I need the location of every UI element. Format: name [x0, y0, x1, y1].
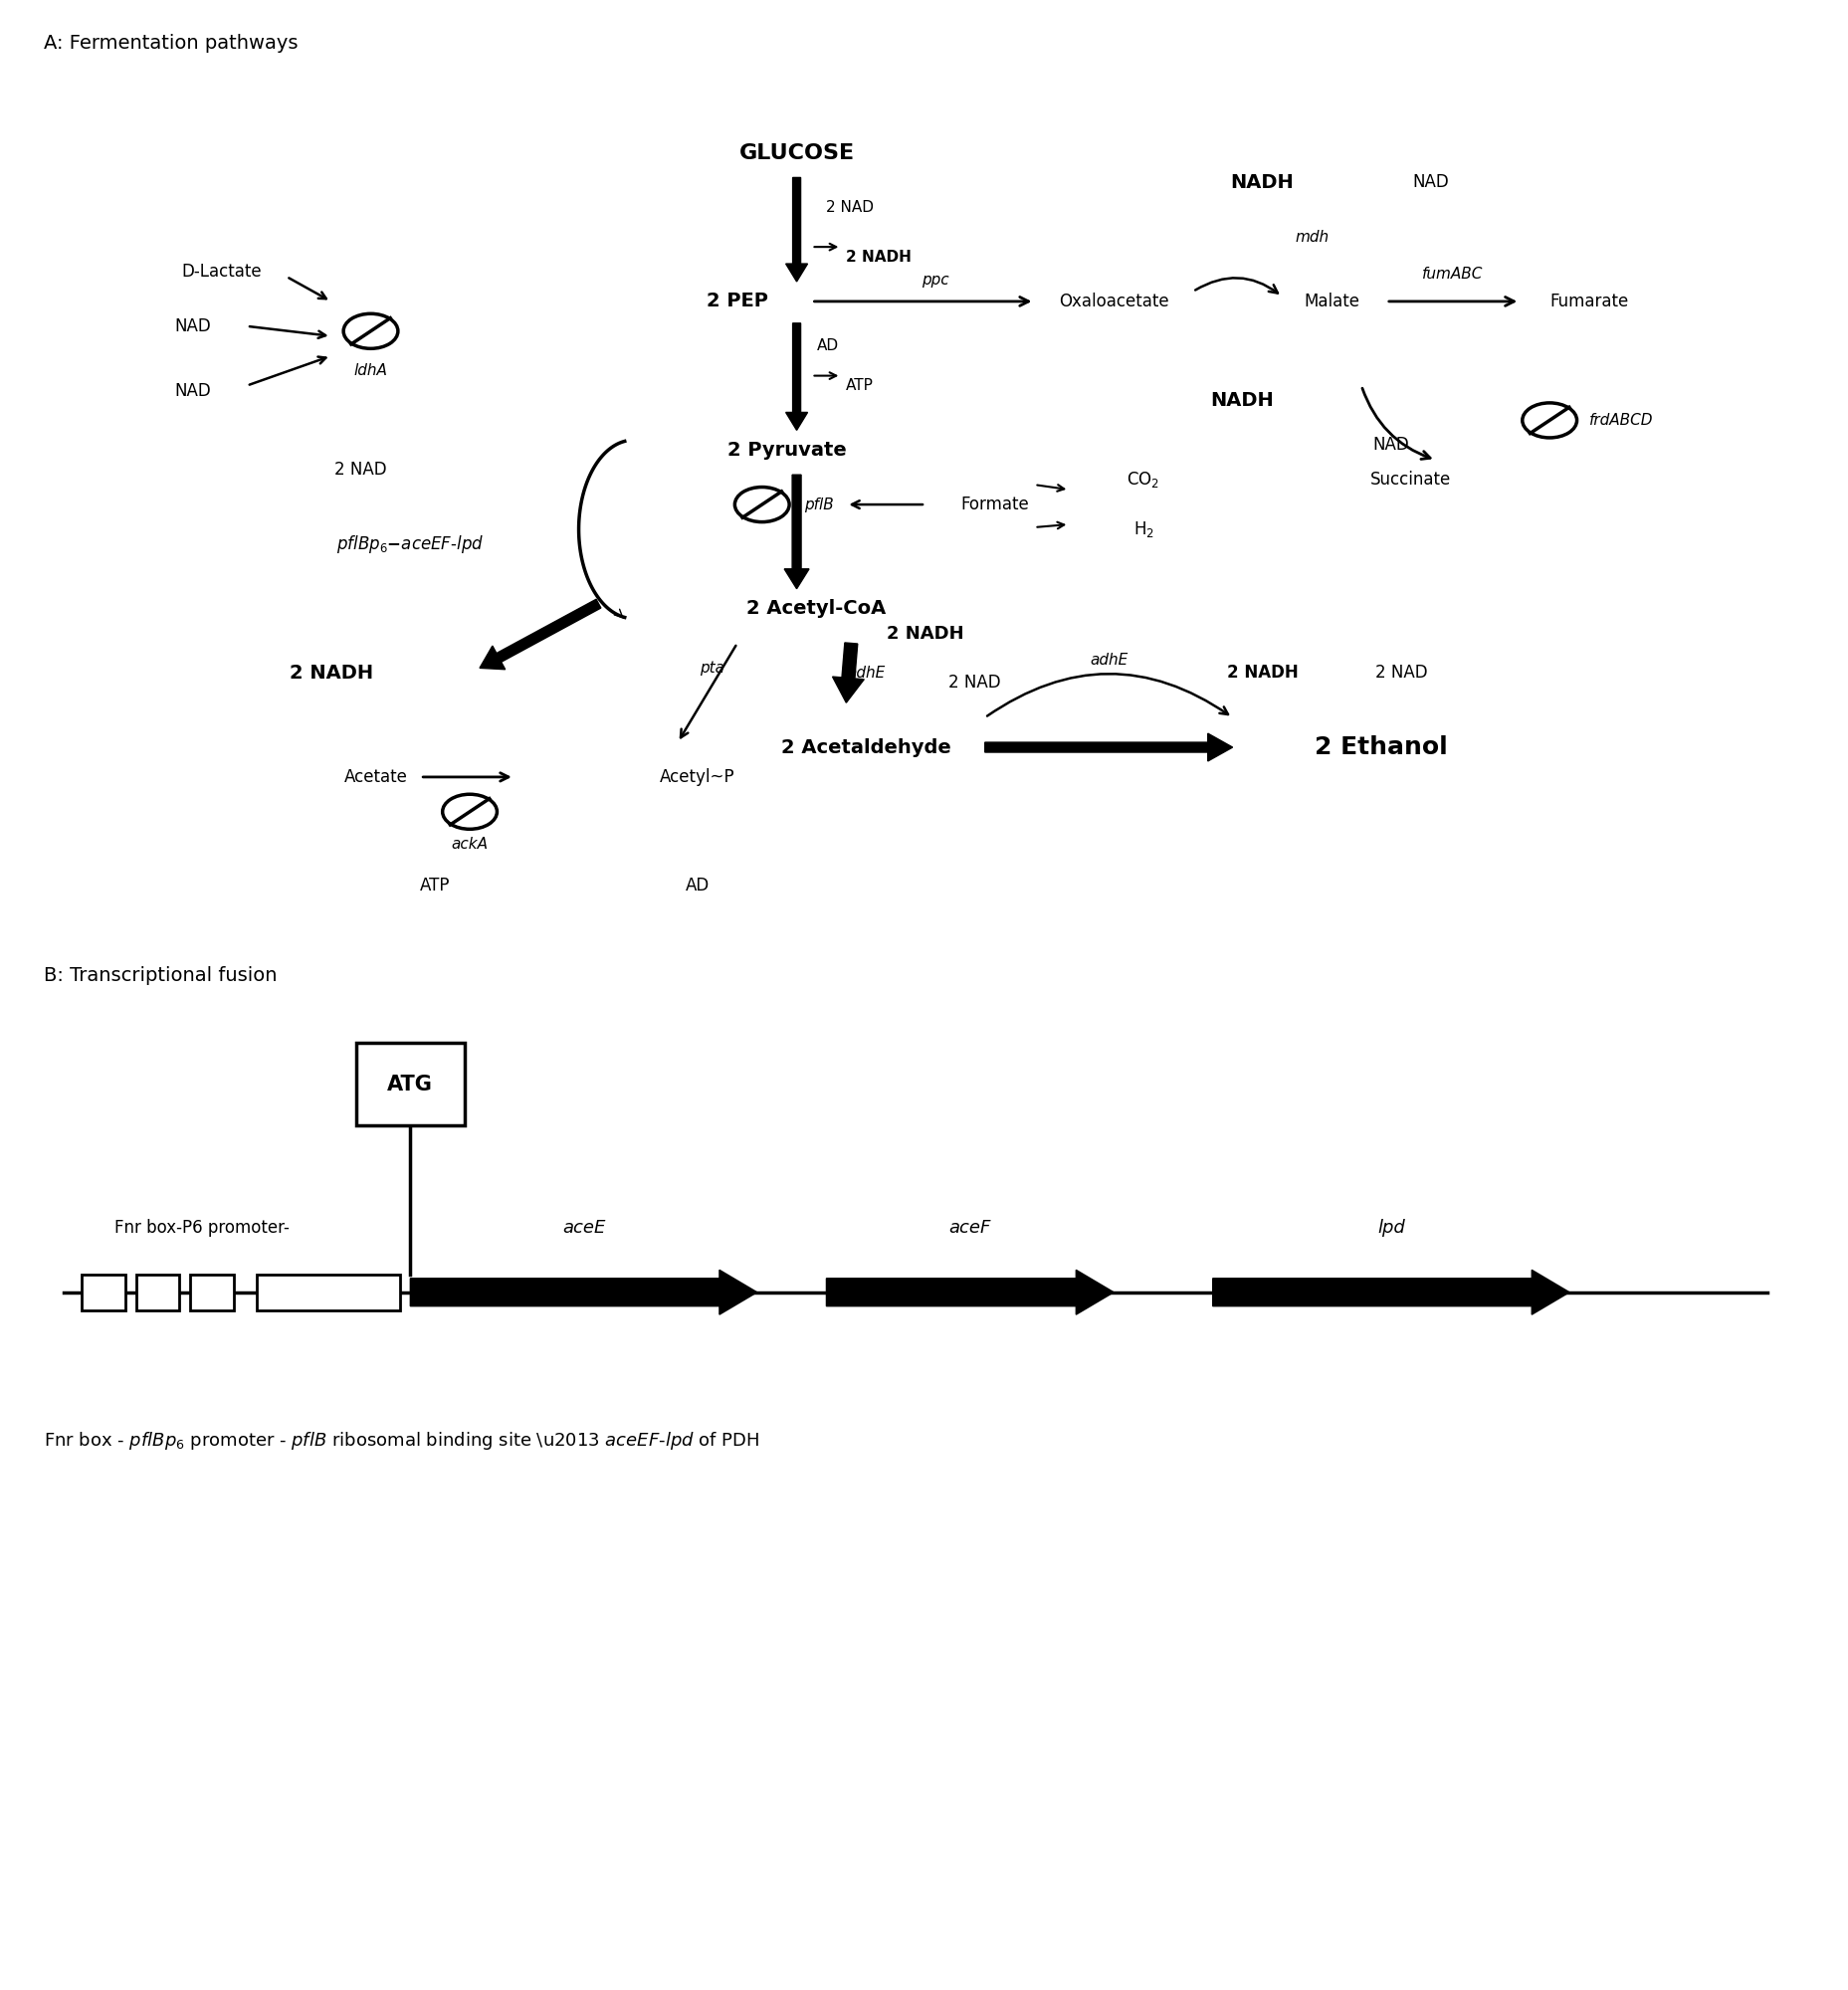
Text: mdh: mdh — [1294, 229, 1329, 245]
Bar — [190, 1274, 235, 1309]
FancyArrow shape — [479, 599, 601, 669]
Text: H$_2$: H$_2$ — [1133, 519, 1153, 539]
Text: GLUCOSE: GLUCOSE — [739, 143, 854, 163]
Text: B: Transcriptional fusion: B: Transcriptional fusion — [44, 965, 277, 985]
Text: 2 NADH: 2 NADH — [846, 249, 911, 265]
Text: lpd: lpd — [1377, 1220, 1404, 1238]
FancyArrow shape — [826, 1270, 1112, 1315]
Bar — [137, 1274, 179, 1309]
Text: NAD: NAD — [1412, 173, 1449, 191]
Text: aceF: aceF — [948, 1220, 991, 1238]
Text: Malate: Malate — [1303, 293, 1358, 310]
Text: 2 NAD: 2 NAD — [948, 675, 1000, 693]
Text: $\mathbf{\mathit{pflBp_6}}$$\mathbf{-}$$\mathbf{\mathit{aceEF\text{-}lpd}}$: $\mathbf{\mathit{pflBp_6}}$$\mathbf{-}$$… — [336, 533, 484, 555]
Text: pta: pta — [700, 661, 724, 675]
Text: NAD: NAD — [1371, 436, 1408, 454]
Text: ATP: ATP — [419, 878, 451, 896]
Bar — [355, 1043, 464, 1126]
FancyArrow shape — [785, 177, 808, 281]
Text: Acetyl~P: Acetyl~P — [660, 768, 736, 786]
FancyArrow shape — [785, 322, 808, 430]
Bar — [81, 1274, 126, 1309]
Text: NADH: NADH — [1210, 390, 1273, 410]
Text: D-Lactate: D-Lactate — [181, 263, 262, 281]
Text: CO$_2$: CO$_2$ — [1125, 470, 1159, 490]
Text: aceE: aceE — [562, 1220, 604, 1238]
FancyArrow shape — [1212, 1270, 1569, 1315]
FancyArrow shape — [832, 643, 863, 702]
Text: adhE: adhE — [846, 665, 885, 681]
Text: NAD: NAD — [174, 316, 211, 334]
Text: frdABCD: frdABCD — [1589, 412, 1652, 428]
Text: Fnr box-P6 promoter-: Fnr box-P6 promoter- — [115, 1220, 290, 1238]
Text: AD: AD — [686, 878, 710, 896]
Text: 2 PEP: 2 PEP — [706, 293, 767, 310]
Text: adhE: adhE — [1088, 653, 1127, 667]
Text: Fumarate: Fumarate — [1549, 293, 1628, 310]
Text: AD: AD — [817, 338, 839, 354]
FancyArrow shape — [985, 734, 1233, 760]
Text: 2 NADH: 2 NADH — [887, 625, 963, 643]
Text: ATG: ATG — [388, 1075, 432, 1094]
Text: Succinate: Succinate — [1369, 472, 1451, 490]
Text: NAD: NAD — [174, 382, 211, 400]
Text: ldhA: ldhA — [353, 364, 388, 378]
Text: 2 Ethanol: 2 Ethanol — [1314, 736, 1447, 760]
Text: 2 NADH: 2 NADH — [1225, 665, 1297, 683]
Text: 2 NAD: 2 NAD — [1375, 665, 1427, 683]
Text: 2 NADH: 2 NADH — [288, 663, 373, 683]
Text: 2 Acetyl-CoA: 2 Acetyl-CoA — [747, 599, 885, 619]
Text: pflB: pflB — [804, 498, 833, 511]
Bar — [257, 1274, 401, 1309]
Text: Fnr box - $\mathit{pflBp}_6$ promoter - $\mathit{pflB}$ ribosomal binding site \: Fnr box - $\mathit{pflBp}_6$ promoter - … — [44, 1431, 760, 1453]
Text: 2 NAD: 2 NAD — [826, 199, 874, 215]
Text: ackA: ackA — [451, 838, 488, 852]
FancyArrow shape — [784, 476, 809, 589]
Text: NADH: NADH — [1231, 173, 1294, 191]
Text: 2 Pyruvate: 2 Pyruvate — [726, 440, 846, 460]
Text: Acetate: Acetate — [344, 768, 407, 786]
Text: Oxaloacetate: Oxaloacetate — [1059, 293, 1168, 310]
Text: ATP: ATP — [846, 378, 874, 394]
Text: 2 Acetaldehyde: 2 Acetaldehyde — [780, 738, 950, 756]
Text: A: Fermentation pathways: A: Fermentation pathways — [44, 34, 298, 54]
FancyArrow shape — [410, 1270, 756, 1315]
Text: 2 NAD: 2 NAD — [334, 462, 386, 480]
Text: ppc: ppc — [920, 273, 948, 287]
Text: Formate: Formate — [961, 496, 1029, 513]
Text: fumABC: fumABC — [1421, 267, 1482, 281]
